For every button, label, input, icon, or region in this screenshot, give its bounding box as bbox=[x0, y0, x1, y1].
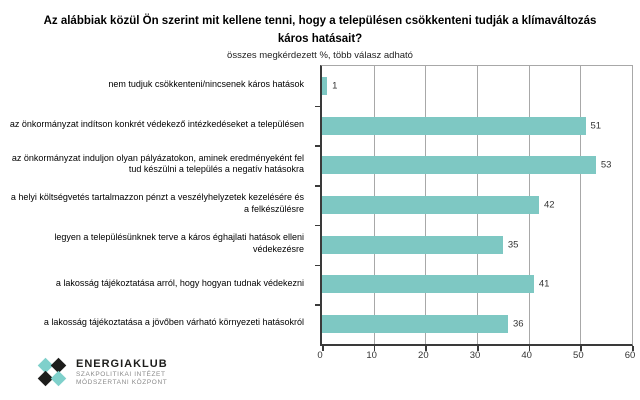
y-axis-tick bbox=[315, 145, 321, 147]
category-label: legyen a településünknek terve a káros é… bbox=[54, 232, 304, 254]
category-label: a lakosság tájékoztatása a jövőben várha… bbox=[43, 317, 304, 328]
y-axis-tick bbox=[315, 185, 321, 187]
chart-title: Az alábbiak közül Ön szerint mit kellene… bbox=[43, 15, 597, 46]
bar bbox=[322, 76, 328, 95]
y-axis-tick bbox=[315, 224, 321, 227]
bar-value-label: 1 bbox=[332, 80, 338, 92]
x-axis-tick bbox=[322, 346, 324, 351]
logo-subtitle-line1: SZAKPOLITIKAI INTÉZET bbox=[76, 370, 166, 378]
x-axis-labels: 0 10 20 30 40 50 60 bbox=[317, 350, 635, 364]
category-label: a lakosság tájékoztatása arról, hogy hog… bbox=[55, 277, 304, 288]
logo-name: ENERGIAKLUB bbox=[76, 358, 168, 371]
bar-value-label: 36 bbox=[513, 318, 524, 330]
x-axis-tick-label: 40 bbox=[521, 350, 532, 361]
logo-text: ENERGIAKLUB SZAKPOLITIKAI INTÉZET MÓDSZE… bbox=[76, 358, 168, 388]
bar bbox=[322, 116, 586, 135]
category-label: a helyi költségvetés tartalmazzon pénzt … bbox=[10, 192, 304, 215]
bar-value-label: 53 bbox=[600, 159, 612, 171]
energiaklub-logo-icon bbox=[37, 357, 67, 388]
category-labels: nem tudjuk csökkenteni/nincsenek káros h… bbox=[0, 65, 312, 343]
chart-subtitle: összes megkérdezett %, több válasz adhat… bbox=[227, 50, 413, 61]
x-axis-tick bbox=[528, 346, 531, 351]
bar bbox=[322, 275, 534, 294]
logo-diamond-icon bbox=[50, 370, 67, 387]
energiaklub-logo: ENERGIAKLUB SZAKPOLITIKAI INTÉZET MÓDSZE… bbox=[37, 357, 168, 388]
bar-value-label: 42 bbox=[544, 199, 555, 211]
x-axis-tick-label: 10 bbox=[366, 350, 377, 361]
x-axis-tick bbox=[580, 346, 582, 351]
bar bbox=[322, 235, 503, 254]
category-label: nem tudjuk csökkenteni/nincsenek káros h… bbox=[108, 79, 304, 90]
gridline bbox=[580, 66, 582, 344]
bar-value-label: 51 bbox=[590, 120, 602, 132]
y-axis-tick bbox=[315, 105, 321, 108]
x-axis-tick bbox=[632, 346, 634, 351]
bar bbox=[322, 156, 596, 175]
plot-area: 1 51 53 42 35 41 36 bbox=[315, 65, 634, 351]
x-axis-tick-label: 0 bbox=[317, 350, 323, 361]
x-axis-tick-label: 30 bbox=[469, 350, 481, 361]
bar bbox=[322, 196, 539, 214]
bar-value-label: 41 bbox=[538, 278, 550, 290]
y-axis-tick bbox=[315, 304, 321, 306]
category-label: az önkormányzat indítson konkrét védekez… bbox=[9, 118, 304, 129]
x-axis-tick bbox=[373, 346, 376, 351]
x-axis-tick-label: 60 bbox=[624, 350, 636, 361]
x-axis-tick bbox=[477, 346, 479, 351]
x-axis-tick bbox=[425, 346, 427, 351]
bar bbox=[322, 315, 508, 334]
bar-value-label: 35 bbox=[507, 239, 519, 251]
y-axis-tick bbox=[315, 264, 321, 267]
category-label: az önkormányzat induljon olyan pályázato… bbox=[11, 152, 304, 175]
x-axis-tick-label: 50 bbox=[573, 350, 584, 361]
logo-subtitle-line2: MÓDSZERTANI KÖZPONT bbox=[76, 379, 168, 387]
x-axis-tick-label: 20 bbox=[418, 350, 429, 361]
